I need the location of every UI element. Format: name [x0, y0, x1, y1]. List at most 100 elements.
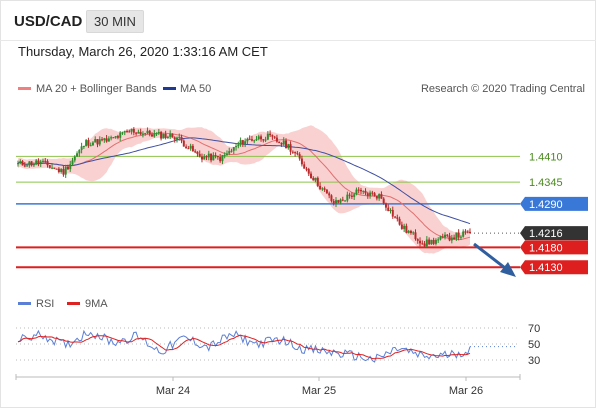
- candle-body: [185, 146, 188, 149]
- candle-body: [244, 141, 247, 145]
- candle-body: [200, 156, 203, 160]
- candle-body: [146, 130, 149, 134]
- candle-body: [139, 131, 142, 135]
- bollinger-band-fill: [18, 125, 470, 254]
- candle-body: [169, 133, 172, 137]
- candle-body: [355, 189, 358, 195]
- candle-body: [409, 230, 412, 234]
- candle-body: [205, 156, 208, 158]
- candle-body: [344, 200, 347, 202]
- candle-body: [348, 194, 351, 196]
- candle-body: [94, 139, 97, 143]
- candle-body: [164, 133, 167, 138]
- candle-body: [116, 136, 119, 138]
- candle-body: [223, 154, 226, 156]
- bollinger-legend-swatch: [18, 87, 31, 90]
- candle-body: [35, 160, 38, 165]
- candle-body: [253, 140, 256, 142]
- candle-body: [232, 147, 235, 151]
- candle-body: [269, 133, 272, 136]
- candle-body: [128, 131, 131, 133]
- candle-body: [312, 178, 315, 181]
- level-tag-support: [520, 240, 588, 255]
- candle-body: [396, 217, 399, 219]
- candle-body: [112, 137, 115, 139]
- candle-body: [71, 160, 74, 165]
- candle-body: [230, 150, 233, 152]
- candle-body: [459, 236, 462, 238]
- candle-body: [69, 164, 72, 170]
- candle-body: [126, 131, 129, 133]
- candle-body: [196, 151, 199, 154]
- candle-body: [323, 188, 326, 190]
- candlestick-layer: [17, 127, 471, 248]
- rsi-tick-label: 70: [528, 323, 540, 335]
- candle-body: [432, 239, 435, 244]
- candle-body: [78, 149, 81, 154]
- candle-body: [85, 140, 88, 146]
- candle-body: [246, 138, 249, 142]
- candle-body: [271, 135, 274, 137]
- candle-body: [332, 200, 335, 204]
- candle-body: [257, 136, 260, 140]
- candle-body: [434, 239, 437, 244]
- ma9-legend-swatch: [67, 302, 80, 305]
- ma50-line: [17, 137, 471, 225]
- rsi-panel: 70 50 30: [16, 323, 540, 367]
- candle-body: [212, 155, 215, 161]
- candle-body: [73, 156, 76, 161]
- candle-body: [210, 153, 213, 161]
- candle-body: [339, 199, 342, 203]
- candle-body: [182, 140, 185, 147]
- candle-body: [387, 207, 390, 212]
- candle-body: [416, 239, 419, 241]
- candle-body: [175, 137, 178, 140]
- candle-body: [382, 198, 385, 204]
- timeframe-button[interactable]: 30 MIN: [86, 10, 144, 33]
- candle-body: [101, 139, 104, 141]
- candle-body: [371, 192, 374, 194]
- candle-body: [280, 143, 283, 145]
- candle-body: [228, 151, 231, 154]
- candle-body: [469, 231, 471, 234]
- candle-body: [219, 157, 222, 162]
- candle-body: [28, 161, 31, 166]
- candle-body: [285, 140, 288, 149]
- candle-body: [180, 136, 183, 141]
- candle-body: [66, 166, 69, 170]
- candle-body: [30, 161, 33, 166]
- candle-body: [291, 151, 294, 153]
- candle-body: [275, 137, 278, 142]
- candle-body: [346, 194, 349, 201]
- candle-body: [266, 133, 269, 140]
- candle-body: [214, 155, 217, 157]
- candle-body: [103, 138, 106, 141]
- candle-body: [166, 136, 169, 138]
- candle-body: [289, 144, 292, 152]
- candle-body: [378, 194, 381, 199]
- candle-body: [369, 192, 372, 196]
- currency-pair-title: USD/CAD: [14, 13, 83, 30]
- candle-body: [216, 155, 219, 158]
- candle-body: [91, 142, 94, 146]
- candle-body: [155, 133, 158, 135]
- header-divider: [0, 40, 596, 41]
- x-tick-label: Mar 25: [302, 385, 336, 397]
- candle-body: [325, 189, 328, 194]
- level-label: 1.4216: [529, 228, 563, 240]
- candle-body: [446, 234, 449, 236]
- candle-body: [366, 193, 369, 196]
- candle-body: [57, 168, 60, 173]
- candle-body: [464, 231, 467, 233]
- bollinger-band-layer: [18, 125, 470, 254]
- candle-body: [384, 203, 387, 208]
- candle-body: [160, 131, 163, 139]
- candle-body: [119, 132, 122, 138]
- candle-body: [241, 140, 244, 145]
- candle-body: [114, 136, 117, 138]
- candle-body: [314, 177, 317, 181]
- candle-body: [21, 161, 24, 166]
- candle-body: [334, 200, 337, 204]
- candle-body: [130, 128, 133, 132]
